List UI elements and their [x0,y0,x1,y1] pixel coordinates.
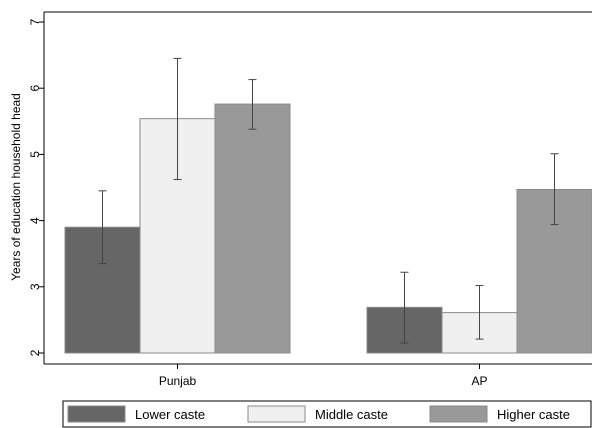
x-tick-label-punjab: Punjab [159,374,197,388]
y-tick-label: 2 [28,349,42,356]
bar-higher-caste-punjab [214,103,291,354]
bars [64,103,592,354]
legend-box [62,400,592,428]
y-tick-label: 7 [28,18,42,25]
legend-label: Lower caste [135,407,205,422]
y-tick-label: 5 [28,151,42,158]
y-tick-label: 4 [28,217,42,224]
legend-swatch [67,405,126,423]
legend-label: Higher caste [497,407,570,422]
legend: Lower caste Middle caste Higher caste [62,400,592,428]
y-tick-label: 6 [28,85,42,92]
error-bars [98,57,559,344]
axes: 2 3 4 5 6 7 Punjab AP [28,11,592,388]
x-tick-label-ap: AP [471,374,487,388]
y-axis-title: Years of education household head [9,93,23,281]
legend-swatch [429,405,488,423]
legend-swatch [247,405,306,423]
legend-label: Middle caste [315,407,388,422]
y-tick-label: 3 [28,283,42,290]
